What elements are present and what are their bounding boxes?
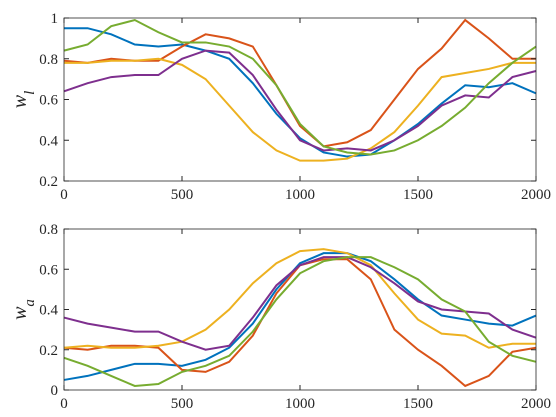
x-tick-label: 2000 <box>521 396 551 412</box>
series-line <box>63 256 537 387</box>
y-tick-label: 0.6 <box>39 262 58 278</box>
y-tick-label: 0.2 <box>39 174 58 190</box>
series-line <box>63 256 537 351</box>
axes: 0 500 1000 1500 2000 0.2 0.4 0.6 0.8 1 wl <box>9 11 551 203</box>
y-tick-label: 0 <box>51 383 59 399</box>
series-line <box>64 57 536 162</box>
x-tick-label: 500 <box>171 187 194 203</box>
y-tick-label: 0.6 <box>39 93 58 109</box>
y-tick-label: 0.4 <box>39 303 58 319</box>
y-label: wa <box>9 299 38 320</box>
series-line <box>63 258 537 388</box>
y-label-sub: a <box>22 299 38 307</box>
y-label-sub: l <box>22 91 38 95</box>
series-line <box>63 248 536 349</box>
y-tick-label: 0.8 <box>39 222 58 238</box>
y-tick-label: 0.2 <box>39 343 58 359</box>
y-label-main: w <box>9 94 31 108</box>
x-tick-label: 1500 <box>403 396 433 412</box>
series-line <box>63 18 537 156</box>
axes-box <box>63 17 537 182</box>
series-line <box>63 252 537 381</box>
x-tick-label: 0 <box>60 187 68 203</box>
x-tick-label: 0 <box>60 396 68 412</box>
series-line <box>63 18 536 148</box>
y-label: wl <box>9 91 38 109</box>
axes-box <box>63 228 537 391</box>
x-tick-label: 1000 <box>285 187 315 203</box>
x-tick-label: 500 <box>171 396 194 412</box>
x-tick-label: 1500 <box>403 187 433 203</box>
y-tick-label: 0.4 <box>39 133 58 149</box>
x-tick-label: 2000 <box>521 187 551 203</box>
axes: 0 500 1000 1500 2000 0 0.2 0.4 0.6 0.8 wa <box>9 222 551 412</box>
x-tick-label: 1000 <box>285 396 315 412</box>
y-label-main: w <box>9 306 31 320</box>
series-line <box>64 27 537 158</box>
series-line <box>63 49 537 152</box>
y-tick-label: 1 <box>51 11 59 27</box>
y-tick-label: 0.8 <box>39 52 58 68</box>
